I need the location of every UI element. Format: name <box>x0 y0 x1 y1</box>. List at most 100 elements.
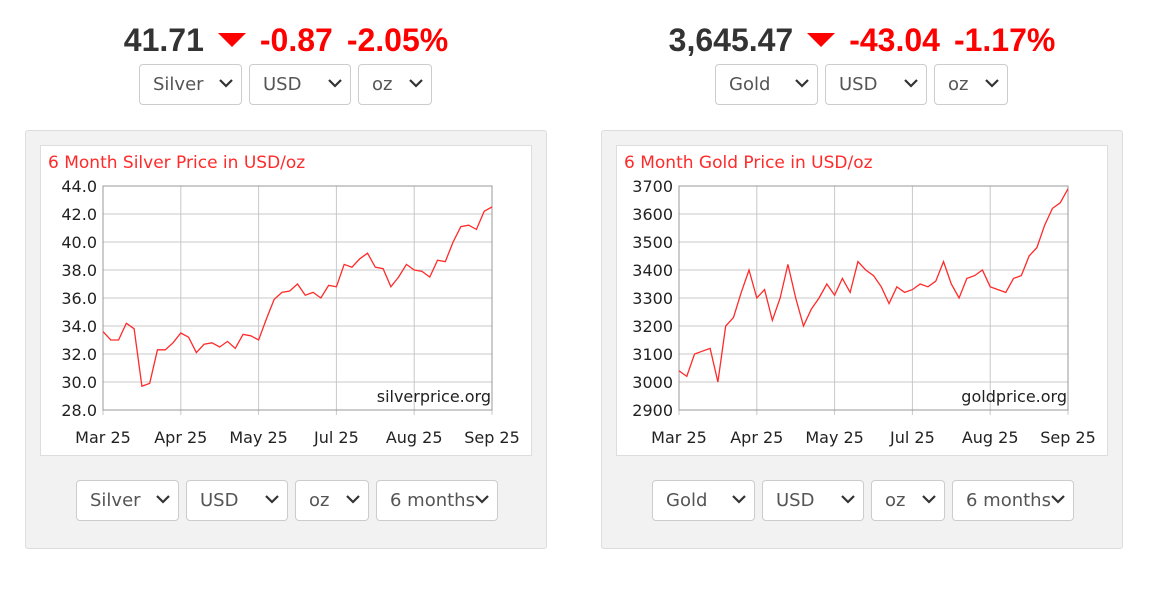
chevron <box>985 79 999 88</box>
dropdown-text: USD <box>776 490 815 511</box>
y-tick-label: 30.0 <box>61 373 97 392</box>
chevron-line <box>1051 495 1065 504</box>
y-tick-label: 3000 <box>632 373 673 392</box>
watermark: goldprice.org <box>961 387 1067 406</box>
x-tick-label: Sep 25 <box>1040 428 1096 447</box>
chart-title: 6 Month Silver Price in USD/oz <box>48 153 305 173</box>
dropdown[interactable]: 6 months <box>952 480 1074 521</box>
down-arrow-shape <box>217 33 246 47</box>
dropdown[interactable]: USD <box>825 64 927 105</box>
chart-box: 6 Month Gold Price in USD/oz 2900 3000 3100… <box>616 145 1108 456</box>
dropdown[interactable]: USD <box>249 64 351 105</box>
plot-border <box>102 185 493 411</box>
y-tick-label: 3500 <box>632 233 673 252</box>
chevron-line <box>732 495 746 504</box>
chevron-line <box>409 79 423 88</box>
chevron <box>409 79 423 88</box>
dropdown-text: 6 months <box>390 490 475 511</box>
dropdown[interactable]: 6 months <box>376 480 498 521</box>
dropdown[interactable]: USD <box>186 480 288 521</box>
chevron <box>795 79 809 88</box>
y-tick-label: 32.0 <box>61 345 97 364</box>
y-tick-label: 3100 <box>632 345 673 364</box>
down-arrow-shape <box>807 33 836 47</box>
x-tick-label: Apr 25 <box>730 428 783 447</box>
chevron-line <box>922 495 936 504</box>
dropdown[interactable]: oz <box>934 64 1008 105</box>
y-tick-label: 3400 <box>632 261 673 280</box>
y-tick-label: 38.0 <box>61 261 97 280</box>
dropdown-text: oz <box>309 490 330 511</box>
chevron <box>219 79 233 88</box>
chevron-line <box>841 495 855 504</box>
dropdown-text: oz <box>948 74 969 95</box>
x-tick-label: Jul 25 <box>889 428 935 447</box>
dropdown[interactable]: Silver <box>139 64 242 105</box>
dropdown-text: Silver <box>153 74 204 95</box>
price: 41.71 <box>123 21 204 58</box>
down-arrow <box>217 33 246 47</box>
dropdown-text: Gold <box>666 490 708 511</box>
x-tick-label: May 25 <box>805 428 864 447</box>
y-tick-label: 28.0 <box>61 401 97 420</box>
dropdown-text: USD <box>200 490 239 511</box>
change-percent: -2.05% <box>346 21 449 58</box>
dropdown-text: USD <box>263 74 302 95</box>
y-tick-label: 44.0 <box>61 177 97 196</box>
x-tick-label: Sep 25 <box>464 428 520 447</box>
dropdown[interactable]: oz <box>871 480 945 521</box>
change: -0.87 <box>259 21 333 58</box>
dropdown[interactable]: oz <box>295 480 369 521</box>
dropdown-text: oz <box>885 490 906 511</box>
chart-title: 6 Month Gold Price in USD/oz <box>624 153 873 173</box>
chevron <box>328 79 342 88</box>
chevron-line <box>346 495 360 504</box>
chart: 6 Month Silver Price in USD/oz 28.0 30.0 32… <box>48 153 520 447</box>
chevron-line <box>265 495 279 504</box>
chevron <box>732 495 746 504</box>
chevron-line <box>475 495 489 504</box>
dropdown[interactable]: oz <box>358 64 432 105</box>
y-tick-label: 3200 <box>632 317 673 336</box>
down-arrow <box>807 33 836 47</box>
chevron <box>1051 495 1065 504</box>
plot-border <box>678 185 1069 411</box>
dropdown[interactable]: Silver <box>76 480 179 521</box>
x-tick-label: Aug 25 <box>962 428 1019 447</box>
y-tick-label: 2900 <box>632 401 673 420</box>
chevron <box>265 495 279 504</box>
quote-header: 41.71 -0.87 -2.05% <box>25 18 547 62</box>
y-tick-label: 3300 <box>632 289 673 308</box>
chevron <box>346 495 360 504</box>
chevron <box>841 495 855 504</box>
chevron-line <box>156 495 170 504</box>
price: 3,645.47 <box>668 21 794 58</box>
dropdown-text: Silver <box>90 490 141 511</box>
y-tick-label: 3700 <box>632 177 673 196</box>
quote-header: 3,645.47 -43.04 -1.17% <box>601 18 1123 62</box>
chevron-line <box>904 79 918 88</box>
x-tick-label: Aug 25 <box>386 428 443 447</box>
y-tick-label: 34.0 <box>61 317 97 336</box>
x-tick-label: Apr 25 <box>154 428 207 447</box>
chevron-line <box>985 79 999 88</box>
chart-panel: 6 Month Silver Price in USD/oz 28.0 30.0 32… <box>25 130 547 549</box>
dropdown-text: 6 months <box>966 490 1051 511</box>
price-line <box>102 206 493 388</box>
y-tick-label: 42.0 <box>61 205 97 224</box>
chevron <box>156 495 170 504</box>
dropdown[interactable]: USD <box>762 480 864 521</box>
change-percent: -1.17% <box>953 21 1056 58</box>
dropdown[interactable]: Gold <box>652 480 755 521</box>
x-tick-label: Mar 25 <box>75 428 131 447</box>
chart: 6 Month Gold Price in USD/oz 2900 3000 3100… <box>624 153 1096 447</box>
y-tick-label: 36.0 <box>61 289 97 308</box>
chevron <box>904 79 918 88</box>
price-line <box>678 188 1069 383</box>
chevron-line <box>795 79 809 88</box>
chevron-line <box>328 79 342 88</box>
watermark: silverprice.org <box>377 387 491 406</box>
dropdown[interactable]: Gold <box>715 64 818 105</box>
y-tick-label: 3600 <box>632 205 673 224</box>
